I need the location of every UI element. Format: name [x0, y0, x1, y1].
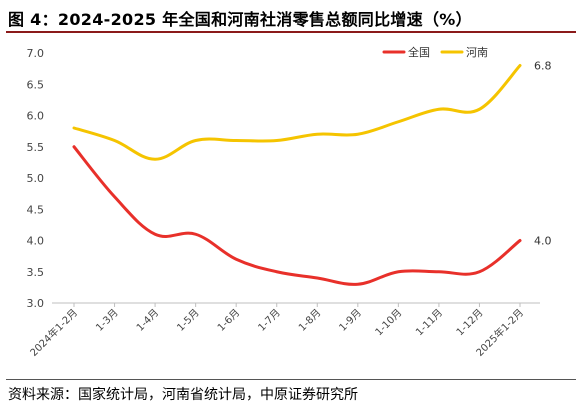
- y-tick-label: 7.0: [27, 47, 45, 60]
- data-label: 4.0: [534, 235, 552, 248]
- y-tick-label: 3.5: [27, 266, 45, 279]
- y-tick-label: 3.0: [27, 297, 45, 310]
- legend-label: 全国: [408, 45, 430, 59]
- y-tick-label: 6.0: [27, 110, 45, 123]
- x-tick-label: 1-9月: [337, 307, 364, 334]
- x-tick-label: 1-10月: [373, 307, 405, 339]
- axes: 3.0 3.5 4.0 4.5 5.0 5.5 6.0 6.5 7.0 2024年1-2月 1-3月…: [27, 47, 540, 359]
- x-tick-label: 1-12月: [454, 307, 486, 339]
- series-lines: [72, 64, 522, 286]
- x-tick-label: 1-4月: [134, 307, 161, 334]
- y-tick-label: 4.0: [27, 235, 45, 248]
- y-tick-label: 6.5: [27, 78, 45, 91]
- figure-header: 图 4：2024-2025 年全国和河南社消零售总额同比增速（%）: [6, 2, 576, 30]
- x-tick-label: 1-7月: [256, 307, 283, 334]
- data-label: 6.8: [534, 60, 552, 73]
- y-tick-label: 5.0: [27, 172, 45, 185]
- x-tick-label: 1-5月: [175, 307, 202, 334]
- source-note: 资料来源：国家统计局，河南省统计局，中原证券研究所: [8, 387, 358, 403]
- x-tick-label: 1-6月: [215, 307, 242, 334]
- y-tick-label: 4.5: [27, 203, 45, 216]
- data-labels: 4.0 6.8: [534, 60, 552, 248]
- x-tick-label: 1-11月: [413, 307, 445, 339]
- x-tick-label: 2024年1-2月: [27, 306, 80, 359]
- title-rule: [6, 31, 576, 33]
- x-tick-label: 1-3月: [94, 307, 121, 334]
- y-tick-label: 5.5: [27, 141, 45, 154]
- line-chart: 3.0 3.5 4.0 4.5 5.0 5.5 6.0 6.5 7.0 2024年1-2月 1-3月…: [27, 45, 552, 359]
- series-line-henan: [72, 64, 522, 161]
- source-rule: [6, 379, 576, 380]
- figure-title: 图 4：2024-2025 年全国和河南社消零售总额同比增速（%）: [8, 10, 472, 29]
- x-tick-label: 1-8月: [296, 307, 323, 334]
- legend: 全国 河南: [382, 45, 488, 59]
- series-line-national: [72, 145, 522, 286]
- legend-label: 河南: [466, 46, 488, 59]
